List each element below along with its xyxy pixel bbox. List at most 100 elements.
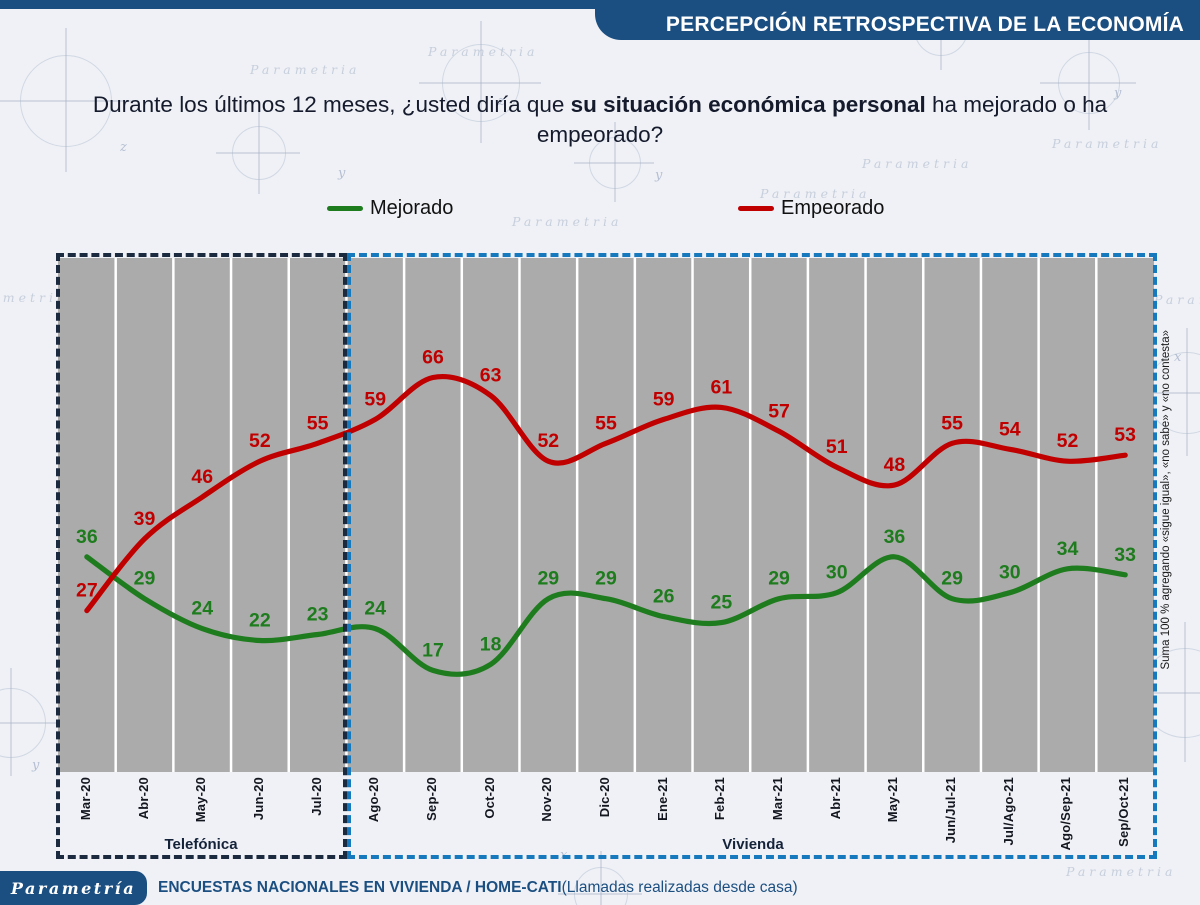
parametria-watermark: Parametria: [760, 186, 871, 201]
sketch-axis-line: [1088, 34, 1090, 130]
data-label-empeorado: 52: [1057, 430, 1079, 452]
sketch-axis-line: [614, 122, 616, 202]
x-axis-label: Mar-21: [770, 777, 786, 821]
data-label-mejorado: 29: [537, 568, 559, 590]
data-label-mejorado: 29: [941, 568, 963, 590]
x-axis-label: Ene-21: [654, 777, 670, 821]
series-line-mejorado: [84, 554, 1128, 677]
sketch-axis-line: [600, 851, 602, 905]
top-strip: [0, 0, 1200, 9]
x-axis-label: Oct-20: [481, 777, 497, 819]
data-label-empeorado: 66: [422, 347, 444, 369]
footer-caption: ENCUESTAS NACIONALES EN VIVIENDA / HOME-…: [158, 879, 798, 896]
sketch-axis-line: [216, 152, 300, 154]
data-label-empeorado: 51: [826, 436, 848, 458]
legend-label: Mejorado: [370, 196, 454, 219]
sketch-circle: [1058, 52, 1120, 114]
sketch-axis-line: [258, 110, 260, 194]
x-axis-label: Jul-20: [308, 777, 324, 816]
data-label-mejorado: 30: [826, 562, 848, 584]
data-label-mejorado: 18: [480, 633, 502, 655]
legend-label: Empeorado: [781, 196, 885, 219]
sketch-circle: [20, 55, 112, 147]
data-label-mejorado: 26: [653, 586, 675, 608]
data-label-empeorado: 63: [480, 364, 502, 386]
sketch-axis-line: [1040, 82, 1136, 84]
sketch-circle: [589, 137, 641, 189]
header-banner: PERCEPCIÓN RETROSPECTIVA DE LA ECONOMÍA: [595, 9, 1200, 40]
x-axis-label: Mar-20: [77, 777, 93, 821]
data-label-mejorado: 29: [768, 568, 790, 590]
sketch-letter: y: [338, 166, 346, 181]
x-axis-label: Jun-20: [250, 777, 266, 821]
question-line-2: empeorado?: [536, 121, 664, 147]
telefonica-section-box: [56, 253, 347, 859]
sketch-axis-line: [480, 21, 482, 143]
data-label-mejorado: 36: [884, 526, 906, 548]
x-axis-label: Abr-20: [135, 777, 151, 820]
sketch-letter: x: [1174, 350, 1182, 365]
series-line-empeorado: [84, 373, 1128, 614]
data-label-mejorado: 22: [249, 610, 271, 632]
parametria-watermark: Parametria: [1066, 864, 1177, 879]
sketch-letter: y: [655, 168, 663, 183]
sketch-axis-line: [1122, 392, 1200, 394]
data-label-empeorado: 55: [941, 412, 963, 434]
methodology-note: Suma 100 % agregando «sigue igual», «no …: [1160, 330, 1172, 670]
data-label-mejorado: 17: [422, 639, 444, 661]
sketch-axis-line: [574, 162, 654, 164]
sketch-axis-line: [65, 28, 67, 172]
x-axis-label: Sep/Oct-21: [1116, 777, 1132, 847]
section-label-telefonica: Telefónica: [164, 836, 238, 853]
question-line-1: Durante los últimos 12 meses, ¿usted dir…: [92, 92, 1108, 117]
data-label-empeorado: 53: [1114, 424, 1136, 446]
parametria-watermark: Parametria: [512, 214, 623, 229]
data-label-mejorado: 24: [191, 598, 213, 620]
empeorado-line-swatch: [738, 205, 774, 211]
data-label-empeorado: 55: [307, 412, 329, 434]
sketch-circle: [442, 44, 520, 122]
data-label-empeorado: 57: [768, 400, 790, 422]
sketch-letter: z: [498, 94, 505, 109]
sketch-axis-line: [10, 667, 12, 777]
parametria-watermark: Parametria: [1052, 136, 1163, 151]
data-label-mejorado: 24: [364, 598, 386, 620]
sketch-axis-line: [558, 893, 642, 895]
data-label-mejorado: 23: [307, 604, 329, 626]
line-chart: 36 29 24 22 23 24 17 18 29 29 26 25 29 30 36 29 30 34 33 27…: [76, 258, 1136, 772]
page-title: PERCEPCIÓN RETROSPECTIVA DE LA ECONOMÍA: [665, 12, 1184, 36]
vivienda-section-box: [347, 253, 1157, 859]
data-label-empeorado: 59: [653, 388, 675, 410]
data-label-empeorado: 59: [364, 388, 386, 410]
data-label-empeorado: 48: [884, 454, 906, 476]
section-label-vivienda: Vivienda: [722, 836, 784, 853]
legend-item-mejorado: Mejorado: [327, 194, 453, 222]
parametria-watermark: Parametria: [862, 156, 973, 171]
x-axis-label: Sep-20: [423, 777, 439, 821]
data-label-mejorado: 36: [76, 526, 98, 548]
sketch-letter: y: [32, 758, 40, 773]
mejorado-line-swatch: [327, 205, 363, 211]
data-label-mejorado: 29: [595, 568, 617, 590]
parametria-watermark: Parametria: [1154, 292, 1200, 307]
data-label-empeorado: 52: [537, 430, 559, 452]
data-label-empeorado: 61: [711, 376, 733, 398]
data-label-empeorado: 54: [999, 418, 1021, 440]
plot-area: [58, 258, 1154, 772]
parametria-watermark: Parametria: [428, 44, 539, 59]
data-label-empeorado: 55: [595, 412, 617, 434]
x-axis-label: May-21: [885, 777, 901, 823]
survey-question: Durante los últimos 12 meses, ¿usted dir…: [40, 90, 1160, 149]
x-axis-label: Jul/Ago-21: [1000, 777, 1016, 846]
sketch-circle: [232, 126, 286, 180]
data-label-mejorado: 30: [999, 562, 1021, 584]
sketch-letter: z: [120, 140, 127, 155]
sketch-axis-line: [419, 82, 541, 84]
data-label-empeorado: 27: [76, 580, 98, 602]
x-axis-label: Nov-20: [539, 777, 555, 822]
data-label-empeorado: 46: [191, 466, 213, 488]
data-label-empeorado: 39: [134, 508, 156, 530]
x-axis-label: Abr-21: [827, 777, 843, 820]
x-axis-label: Ago/Sep-21: [1058, 777, 1074, 851]
